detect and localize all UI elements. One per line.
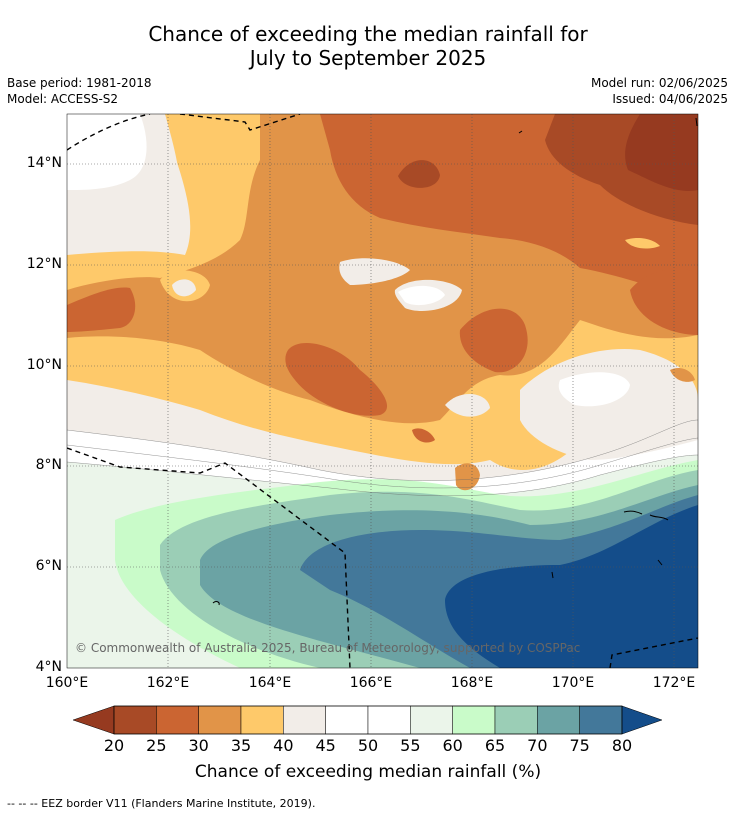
colorbar-cell [537, 705, 580, 735]
lon-tick-label: 162°E [146, 675, 190, 691]
colorbar-cell [240, 705, 284, 735]
title-line-1: Chance of exceeding the median rainfall … [148, 22, 588, 46]
copyright-text: © Commonwealth of Australia 2025, Bureau… [75, 641, 581, 655]
lat-tick-label: 4°N [35, 659, 62, 675]
colorbar-cell [156, 705, 199, 735]
colorbar-tick-label: 20 [103, 736, 125, 755]
colorbar-cell [283, 705, 326, 735]
colorbar-tick-label: 65 [484, 736, 506, 755]
colorbar-extend-low [72, 705, 115, 735]
eez-border [67, 114, 698, 668]
map-title: Chance of exceeding the median rainfall … [0, 22, 736, 70]
colorbar-tick-label: 35 [230, 736, 252, 755]
colorbar-tick-label: 60 [442, 736, 463, 755]
meta-right: Model run: 02/06/2025 Issued: 04/06/2025 [591, 75, 728, 107]
colorbar-cell [113, 705, 157, 735]
colorbar-tick-label: 30 [188, 736, 209, 755]
issued-date: Issued: 04/06/2025 [612, 92, 728, 106]
colorbar [72, 705, 663, 735]
lon-tick-label: 166°E [349, 675, 393, 691]
title-line-2: July to September 2025 [249, 46, 487, 70]
lat-tick-label: 10°N [26, 357, 62, 373]
colorbar-tick-label: 70 [527, 736, 548, 755]
colorbar-tick-label: 55 [400, 736, 421, 755]
rainfall-contours [67, 114, 698, 668]
lon-tick-label: 168°E [450, 675, 494, 691]
lat-tick-label: 14°N [26, 155, 62, 171]
colorbar-tick-label: 25 [146, 736, 167, 755]
model-name: Model: ACCESS-S2 [7, 92, 119, 106]
colorbar-cell [410, 705, 453, 735]
model-run: Model run: 02/06/2025 [590, 76, 728, 90]
islands [212, 117, 698, 606]
colorbar-tick-label: 50 [357, 736, 379, 755]
lat-tick-label: 6°N [35, 558, 62, 574]
base-period: Base period: 1981-2018 [7, 76, 152, 90]
colorbar-tick-label: 80 [611, 736, 633, 755]
eez-legend: -- -- -- EEZ border V11 (Flanders Marine… [7, 797, 316, 810]
colorbar-cell [579, 705, 623, 735]
colorbar-tick-label: 75 [569, 736, 590, 755]
colorbar-cell [367, 705, 411, 735]
lon-tick-label: 172°E [652, 675, 696, 691]
lat-tick-label: 8°N [35, 457, 62, 473]
lat-tick-label: 12°N [26, 256, 62, 272]
colorbar-title: Chance of exceeding median rainfall (%) [194, 762, 542, 782]
meta-left: Base period: 1981-2018 Model: ACCESS-S2 [7, 75, 152, 107]
colorbar-cell [198, 705, 242, 735]
colorbar-cell [452, 705, 496, 735]
colorbar-cell [494, 705, 538, 735]
colorbar-extend-high [621, 705, 663, 735]
lon-tick-label: 164°E [248, 675, 292, 691]
lon-tick-label: 160°E [45, 675, 89, 691]
colorbar-tick-label: 40 [273, 736, 294, 755]
colorbar-tick-label: 45 [315, 736, 336, 755]
graticule [67, 114, 698, 668]
colorbar-cell [325, 705, 369, 735]
lon-tick-label: 170°E [551, 675, 595, 691]
